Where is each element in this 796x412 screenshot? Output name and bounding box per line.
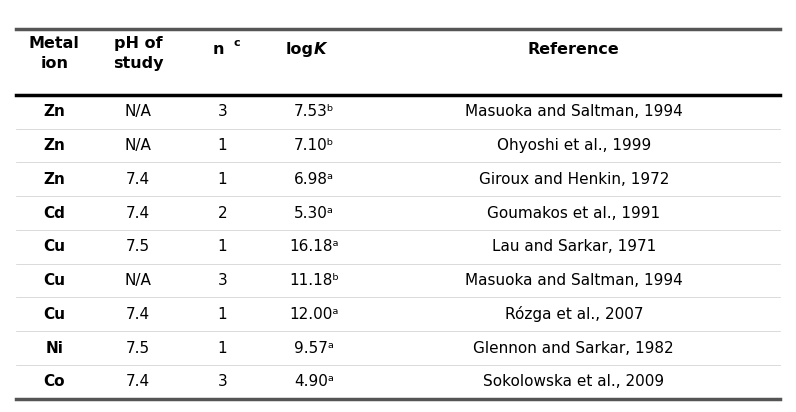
Text: N/A: N/A bbox=[125, 138, 151, 153]
Text: Sokolowska et al., 2009: Sokolowska et al., 2009 bbox=[483, 375, 665, 389]
Text: pH of: pH of bbox=[114, 36, 162, 51]
Text: 7.53ᵇ: 7.53ᵇ bbox=[294, 104, 334, 119]
Text: 7.4: 7.4 bbox=[126, 375, 150, 389]
Text: 7.4: 7.4 bbox=[126, 172, 150, 187]
Text: Ohyoshi et al., 1999: Ohyoshi et al., 1999 bbox=[497, 138, 651, 153]
Text: 1: 1 bbox=[217, 172, 227, 187]
Text: 7.4: 7.4 bbox=[126, 307, 150, 322]
Text: 6.98ᵃ: 6.98ᵃ bbox=[294, 172, 334, 187]
Text: ion: ion bbox=[40, 56, 68, 71]
Text: Cu: Cu bbox=[43, 239, 65, 254]
Text: 7.4: 7.4 bbox=[126, 206, 150, 220]
Text: 1: 1 bbox=[217, 138, 227, 153]
Text: 11.18ᵇ: 11.18ᵇ bbox=[289, 273, 339, 288]
Text: Masuoka and Saltman, 1994: Masuoka and Saltman, 1994 bbox=[465, 104, 683, 119]
Text: 2: 2 bbox=[217, 206, 227, 220]
Text: Cd: Cd bbox=[43, 206, 65, 220]
Text: 4.90ᵃ: 4.90ᵃ bbox=[294, 375, 334, 389]
Text: K: K bbox=[314, 42, 326, 57]
Text: 5.30ᵃ: 5.30ᵃ bbox=[294, 206, 334, 220]
Text: 3: 3 bbox=[217, 273, 227, 288]
Text: Cu: Cu bbox=[43, 273, 65, 288]
Text: 3: 3 bbox=[217, 375, 227, 389]
Text: n: n bbox=[213, 42, 224, 57]
Text: 7.10ᵇ: 7.10ᵇ bbox=[294, 138, 334, 153]
Text: Reference: Reference bbox=[528, 42, 619, 57]
Text: 7.5: 7.5 bbox=[126, 341, 150, 356]
Text: 1: 1 bbox=[217, 239, 227, 254]
Text: 3: 3 bbox=[217, 104, 227, 119]
Text: Ni: Ni bbox=[45, 341, 63, 356]
Text: 7.5: 7.5 bbox=[126, 239, 150, 254]
Text: Giroux and Henkin, 1972: Giroux and Henkin, 1972 bbox=[478, 172, 669, 187]
Text: 1: 1 bbox=[217, 307, 227, 322]
Text: 16.18ᵃ: 16.18ᵃ bbox=[289, 239, 339, 254]
Text: Cu: Cu bbox=[43, 307, 65, 322]
Text: study: study bbox=[113, 56, 163, 71]
Text: c: c bbox=[233, 38, 240, 48]
Text: Co: Co bbox=[43, 375, 65, 389]
Text: 9.57ᵃ: 9.57ᵃ bbox=[294, 341, 334, 356]
Text: 12.00ᵃ: 12.00ᵃ bbox=[289, 307, 338, 322]
Text: Zn: Zn bbox=[43, 172, 65, 187]
Text: log: log bbox=[286, 42, 314, 57]
Text: Zn: Zn bbox=[43, 138, 65, 153]
Text: N/A: N/A bbox=[125, 104, 151, 119]
Text: Goumakos et al., 1991: Goumakos et al., 1991 bbox=[487, 206, 661, 220]
Text: Metal: Metal bbox=[29, 36, 80, 51]
Text: N/A: N/A bbox=[125, 273, 151, 288]
Text: Rózga et al., 2007: Rózga et al., 2007 bbox=[505, 307, 643, 322]
Text: Glennon and Sarkar, 1982: Glennon and Sarkar, 1982 bbox=[474, 341, 674, 356]
Text: Lau and Sarkar, 1971: Lau and Sarkar, 1971 bbox=[492, 239, 656, 254]
Text: 1: 1 bbox=[217, 341, 227, 356]
Text: Masuoka and Saltman, 1994: Masuoka and Saltman, 1994 bbox=[465, 273, 683, 288]
Text: Zn: Zn bbox=[43, 104, 65, 119]
